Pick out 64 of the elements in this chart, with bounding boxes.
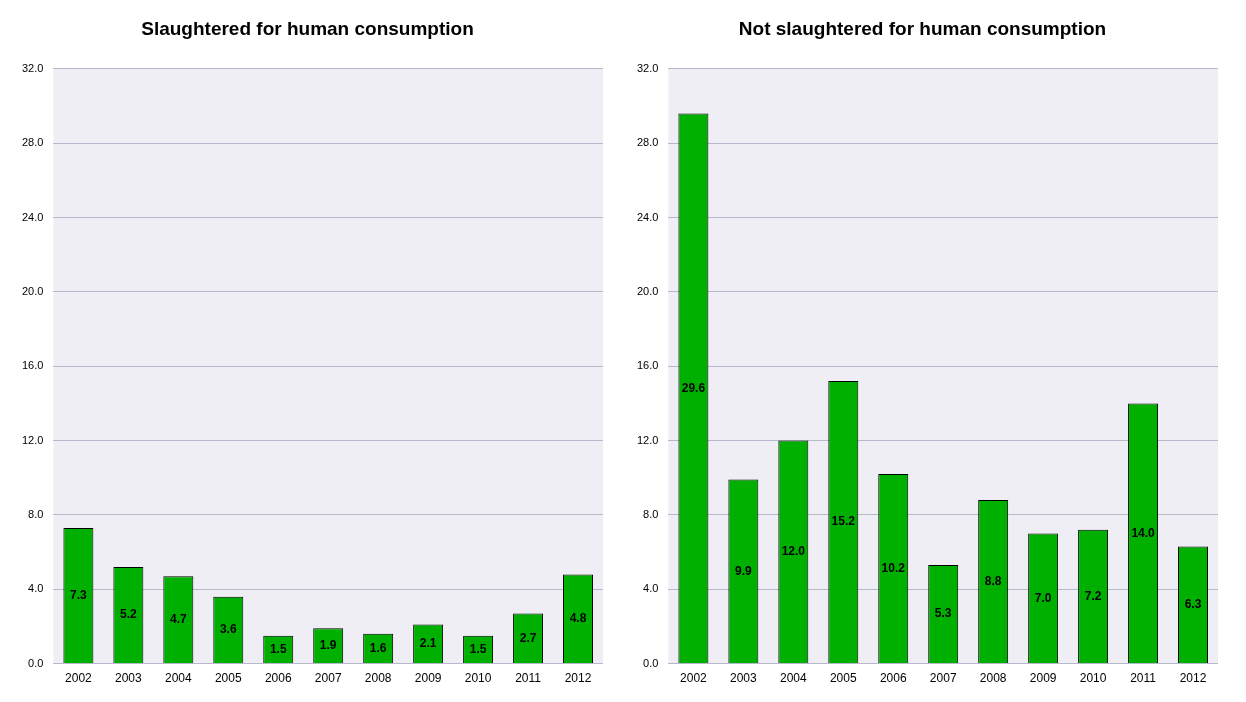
- x-tick-label: 2007: [929, 671, 957, 686]
- x-tick-label: 2006: [879, 671, 907, 686]
- x-tick-label: 2008: [979, 671, 1007, 686]
- x-tick-label: 2005: [214, 671, 242, 686]
- x-tick-label: 2007: [314, 671, 342, 686]
- data-label: 2.1: [419, 636, 437, 651]
- y-tick-label: 0.0: [643, 656, 659, 669]
- data-label: 1.9: [319, 638, 337, 652]
- data-label: 7.3: [70, 587, 88, 602]
- y-tick-label: 4.0: [643, 582, 659, 595]
- data-label: 1.5: [269, 641, 287, 656]
- data-label: 3.6: [219, 622, 237, 637]
- x-tick-label: 2010: [464, 671, 492, 686]
- data-label: 4.8: [569, 611, 587, 626]
- data-label: 12.0: [781, 544, 806, 559]
- y-tick-label: 12.0: [21, 433, 44, 446]
- x-tick-label: 2012: [564, 671, 592, 686]
- x-tick-label: 2010: [1079, 671, 1107, 686]
- x-tick-label: 2002: [680, 671, 708, 686]
- y-tick-label: 12.0: [636, 433, 659, 446]
- y-tick-label: 32.0: [636, 61, 659, 74]
- data-label: 7.0: [1034, 590, 1052, 605]
- x-tick-label: 2009: [414, 671, 442, 686]
- x-tick-label: 2002: [65, 671, 93, 686]
- x-tick-label: 2003: [115, 671, 143, 686]
- x-tick-label: 2012: [1179, 671, 1207, 686]
- x-tick-label: 2006: [264, 671, 292, 686]
- data-label: 2.7: [519, 630, 537, 645]
- y-tick-label: 8.0: [28, 507, 44, 520]
- x-tick-label: 2005: [829, 671, 857, 686]
- y-tick-label: 28.0: [21, 136, 44, 149]
- data-label: 1.5: [469, 641, 487, 656]
- data-label: 5.3: [934, 606, 952, 621]
- x-tick-label: 2009: [1029, 671, 1057, 686]
- y-tick-label: 8.0: [643, 507, 659, 520]
- chart-title: Slaughtered for human consumption: [141, 17, 474, 39]
- y-tick-label: 0.0: [28, 656, 44, 669]
- data-label: 10.2: [881, 560, 906, 575]
- data-label: 7.2: [1084, 588, 1102, 603]
- y-tick-label: 20.0: [21, 284, 44, 297]
- data-label: 4.7: [169, 611, 187, 626]
- data-label: 15.2: [831, 514, 856, 529]
- chart-title: Not slaughtered for human consumption: [738, 17, 1107, 39]
- data-label: 8.8: [984, 573, 1002, 588]
- y-tick-label: 4.0: [28, 582, 44, 595]
- data-label: 1.6: [369, 640, 387, 655]
- data-label: 29.6: [681, 380, 706, 395]
- y-tick-label: 24.0: [636, 210, 659, 223]
- y-tick-label: 16.0: [21, 359, 44, 372]
- x-tick-label: 2008: [364, 671, 392, 686]
- x-tick-label: 2011: [515, 671, 542, 686]
- y-tick-label: 32.0: [21, 61, 44, 74]
- y-tick-label: 28.0: [636, 136, 659, 149]
- data-label: 5.2: [120, 607, 138, 622]
- x-tick-label: 2004: [779, 671, 807, 686]
- x-tick-label: 2011: [1130, 671, 1157, 686]
- data-label: 6.3: [1184, 597, 1202, 612]
- x-tick-label: 2003: [730, 671, 758, 686]
- y-tick-label: 20.0: [636, 284, 659, 297]
- x-tick-label: 2004: [164, 671, 192, 686]
- data-label: 9.9: [735, 563, 753, 578]
- y-tick-label: 24.0: [21, 210, 44, 223]
- y-tick-label: 16.0: [636, 359, 659, 372]
- data-label: 14.0: [1131, 525, 1156, 540]
